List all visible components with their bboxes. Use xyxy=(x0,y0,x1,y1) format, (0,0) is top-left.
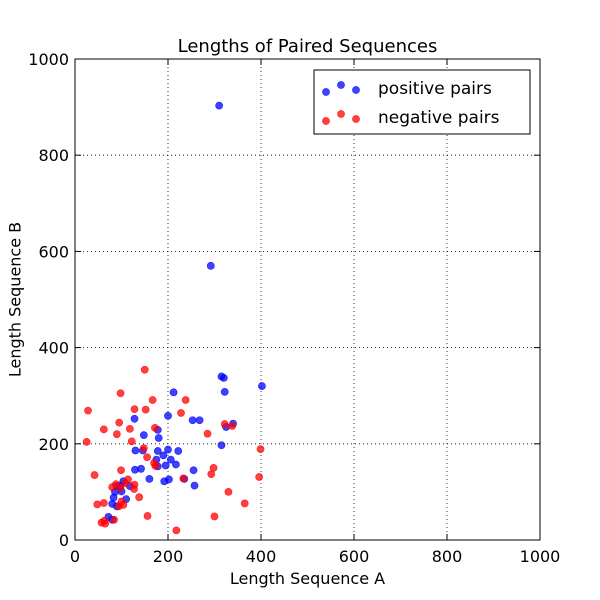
data-point xyxy=(116,484,125,492)
data-point xyxy=(90,471,99,479)
data-point xyxy=(219,374,228,382)
data-point xyxy=(121,479,130,488)
data-point xyxy=(215,101,224,110)
legend-label-negative: negative pairs xyxy=(378,108,500,128)
data-point xyxy=(224,487,233,496)
data-point xyxy=(195,416,204,425)
x-tick-label: 600 xyxy=(339,547,370,566)
data-points xyxy=(82,101,266,535)
data-point xyxy=(206,261,215,270)
legend-marker xyxy=(352,115,360,123)
x-tick-label: 400 xyxy=(246,547,277,566)
data-point xyxy=(141,405,150,414)
legend-marker xyxy=(337,110,345,118)
data-point xyxy=(169,388,178,397)
data-point xyxy=(154,434,163,442)
data-point xyxy=(174,447,183,455)
data-point xyxy=(220,387,229,396)
data-point xyxy=(115,418,124,427)
data-point xyxy=(116,389,125,398)
data-point xyxy=(148,396,157,404)
data-point xyxy=(119,500,128,509)
data-point xyxy=(256,445,265,453)
data-point xyxy=(258,382,266,390)
data-point xyxy=(190,481,199,490)
data-point xyxy=(130,485,138,493)
data-point xyxy=(210,512,219,521)
data-point xyxy=(203,429,212,438)
chart-title: Lengths of Paired Sequences xyxy=(178,36,438,57)
data-point xyxy=(130,414,139,423)
legend-marker xyxy=(322,88,330,96)
data-point xyxy=(143,453,151,462)
legend-marker xyxy=(337,81,345,89)
legend-marker xyxy=(352,86,360,94)
data-point xyxy=(150,459,158,467)
data-point xyxy=(108,483,117,491)
data-point xyxy=(164,412,172,420)
data-point xyxy=(161,461,170,470)
data-point xyxy=(131,446,140,455)
legend-box xyxy=(313,69,531,135)
data-point xyxy=(153,447,162,455)
data-point xyxy=(99,499,108,507)
data-point xyxy=(159,451,168,460)
data-point xyxy=(166,455,175,464)
data-point xyxy=(151,424,159,432)
data-point xyxy=(172,526,181,535)
data-point xyxy=(172,460,180,469)
data-point xyxy=(228,422,237,430)
data-point xyxy=(164,445,172,454)
series-negative xyxy=(82,365,265,535)
data-point xyxy=(207,470,216,479)
data-point xyxy=(143,512,152,520)
y-tick-label: 600 xyxy=(38,242,69,261)
legend-label-positive: positive pairs xyxy=(378,79,492,99)
data-point xyxy=(112,430,121,439)
data-point xyxy=(135,493,144,502)
data-point xyxy=(179,474,188,483)
data-point xyxy=(117,466,125,475)
data-point xyxy=(130,405,139,414)
x-tick-label: 800 xyxy=(432,547,463,566)
x-tick-label: 1000 xyxy=(520,547,561,566)
data-point xyxy=(82,437,91,446)
data-point xyxy=(145,475,154,483)
data-point xyxy=(177,409,185,417)
data-point xyxy=(140,365,149,374)
data-point xyxy=(110,515,118,524)
data-point xyxy=(139,431,148,440)
legend-marker xyxy=(322,117,330,125)
plot-frame xyxy=(74,58,541,541)
x-tick-label: 0 xyxy=(70,547,80,566)
data-point xyxy=(165,475,173,484)
legend: positive pairs negative pairs xyxy=(313,69,531,135)
data-point xyxy=(181,396,190,404)
x-axis-label: Length Sequence A xyxy=(230,569,385,588)
y-tick-label: 200 xyxy=(38,435,69,454)
x-tick-label: 200 xyxy=(153,547,184,566)
data-point xyxy=(101,519,110,528)
y-tick-label: 800 xyxy=(38,146,69,165)
data-point xyxy=(93,500,102,509)
y-tick-label: 1000 xyxy=(28,50,69,69)
data-point xyxy=(84,406,92,415)
y-axis-label: Length Sequence B xyxy=(6,222,25,377)
data-point xyxy=(189,466,198,475)
y-tick-label: 0 xyxy=(59,531,69,550)
data-point xyxy=(137,464,145,473)
legend-items: positive pairs negative pairs xyxy=(322,79,500,128)
data-point xyxy=(125,424,134,433)
data-point xyxy=(240,499,249,508)
data-point xyxy=(127,437,136,446)
data-point xyxy=(188,416,197,425)
y-tick-label: 400 xyxy=(38,339,69,358)
axis-ticks: 0 200 400 600 800 1000 0 200 400 600 800 1000 xyxy=(28,50,560,566)
data-point xyxy=(220,420,229,428)
data-point xyxy=(139,444,148,453)
data-point xyxy=(255,473,264,481)
data-point xyxy=(217,441,226,450)
data-point xyxy=(99,425,108,434)
